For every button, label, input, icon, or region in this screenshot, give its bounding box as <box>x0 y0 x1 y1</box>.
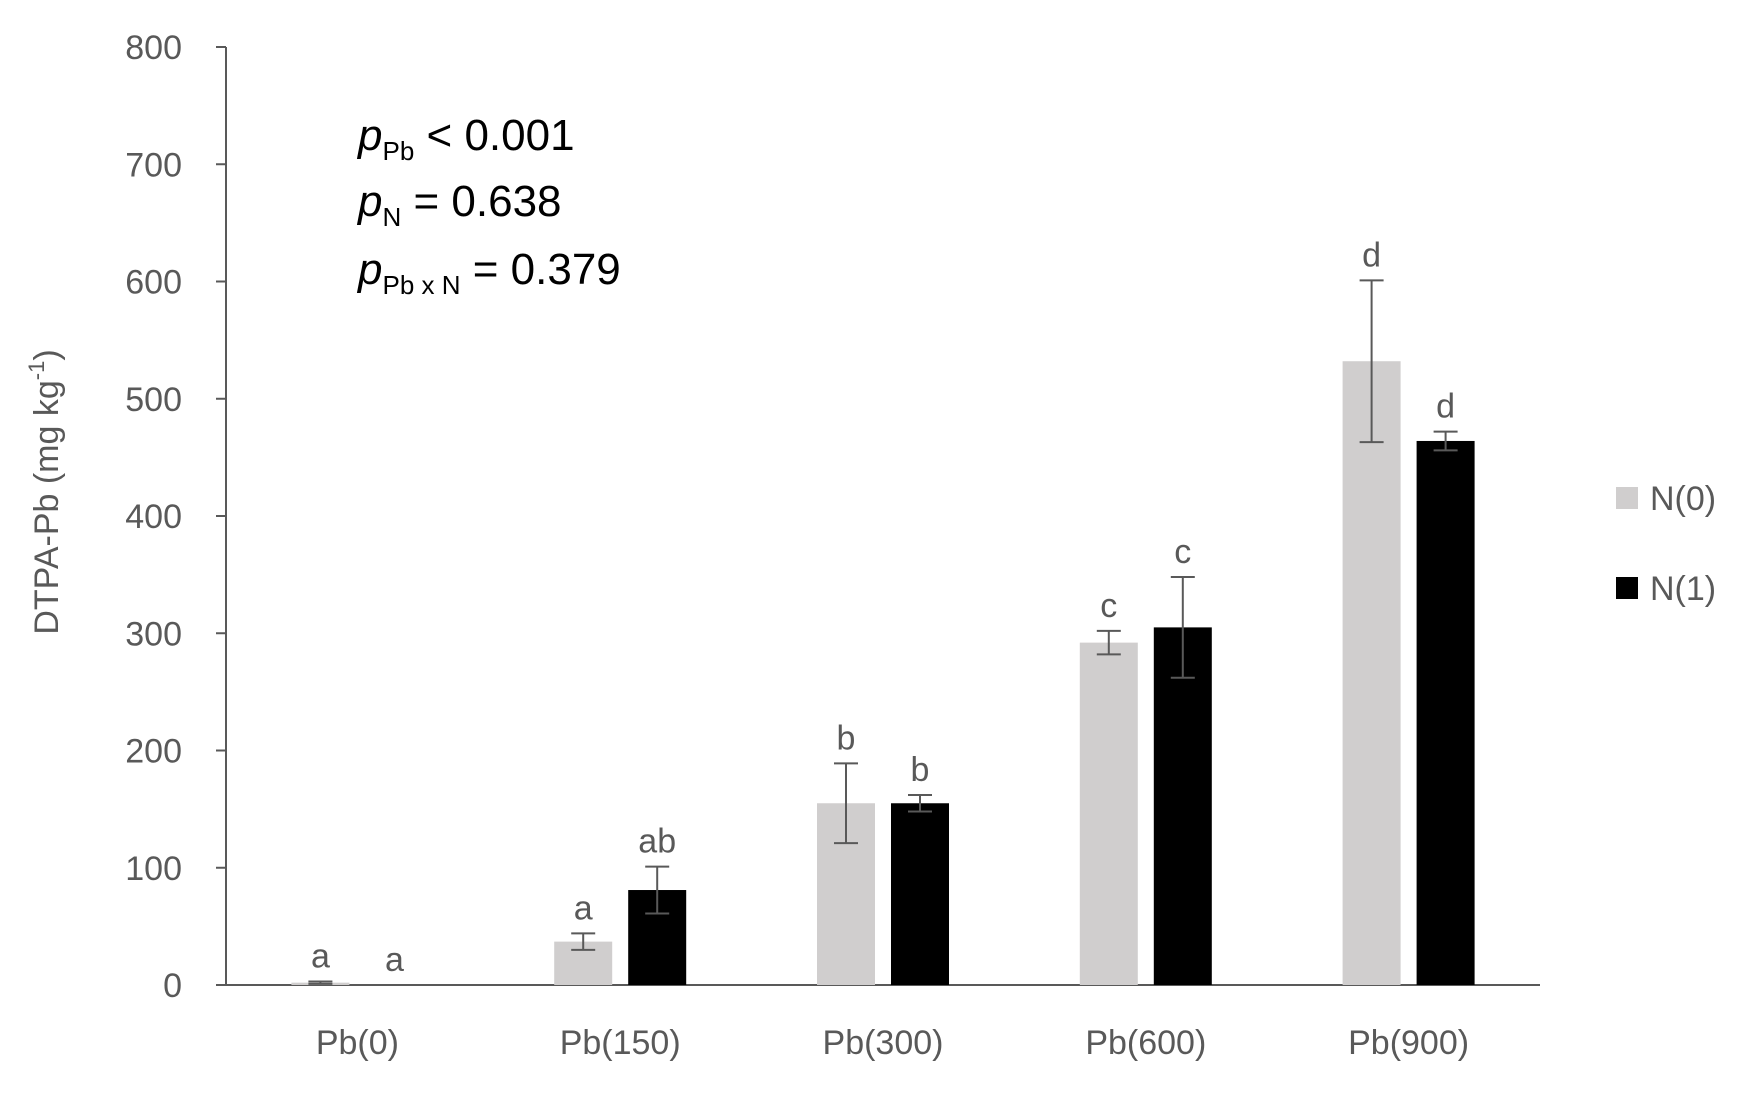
axes-layer: 0 100 200 300 400 500 600 700 800 <box>125 29 1540 1005</box>
y-tick-label: 200 <box>125 733 182 771</box>
y-tick-label: 0 <box>163 967 182 1005</box>
statistics-annotation: pPb < 0.001 pN = 0.638 pPb x N = 0.379 <box>356 111 621 300</box>
legend-label-n1: N(1) <box>1650 570 1716 608</box>
x-tick-label: Pb(150) <box>560 1024 681 1062</box>
significance-letter: c <box>1100 587 1117 625</box>
y-axis-title: DTPA-Pb (mg kg-1) <box>24 349 66 634</box>
y-tick-label: 100 <box>125 850 182 888</box>
significance-letter: c <box>1174 533 1191 571</box>
y-tick-label: 700 <box>125 146 182 184</box>
p-value-n: pN = 0.638 <box>356 177 562 232</box>
x-tick-label: Pb(0) <box>316 1024 399 1062</box>
significance-letter: a <box>385 941 404 979</box>
legend-swatch-n1 <box>1616 577 1638 599</box>
bar-n1 <box>1153 627 1212 985</box>
bar-n1 <box>891 803 949 985</box>
y-tick-label: 800 <box>125 29 182 67</box>
y-tick-label: 600 <box>125 264 182 302</box>
y-tick-label: 400 <box>125 498 182 536</box>
significance-letter: a <box>311 937 330 975</box>
p-value-pb: pPb < 0.001 <box>356 111 575 166</box>
bar-n0 <box>1342 361 1401 986</box>
x-tick-label: Pb(600) <box>1085 1024 1206 1062</box>
x-tick-label: Pb(900) <box>1348 1024 1469 1062</box>
significance-letters-layer: a a a ab b b c c d d <box>311 236 1455 979</box>
p-value-interaction: pPb x N = 0.379 <box>356 245 621 300</box>
significance-letter: b <box>911 751 930 789</box>
labels-layer: Pb(0) Pb(150) Pb(300) Pb(600) Pb(900) <box>316 1024 1469 1062</box>
legend: N(0) N(1) <box>1616 480 1716 608</box>
significance-letter: ab <box>638 823 676 861</box>
y-tick-label: 300 <box>125 615 182 653</box>
error-bars-layer <box>308 279 1458 985</box>
y-tick-label: 500 <box>125 381 182 419</box>
significance-letter: a <box>574 889 593 927</box>
significance-letter: d <box>1362 236 1381 274</box>
bar-n1 <box>1416 440 1475 986</box>
bar-n0 <box>1079 642 1138 985</box>
x-tick-label: Pb(300) <box>823 1024 944 1062</box>
legend-swatch-n0 <box>1616 487 1638 509</box>
significance-letter: d <box>1436 388 1455 426</box>
bars-layer <box>291 361 1475 986</box>
legend-label-n0: N(0) <box>1650 480 1716 518</box>
significance-letter: b <box>837 719 856 757</box>
